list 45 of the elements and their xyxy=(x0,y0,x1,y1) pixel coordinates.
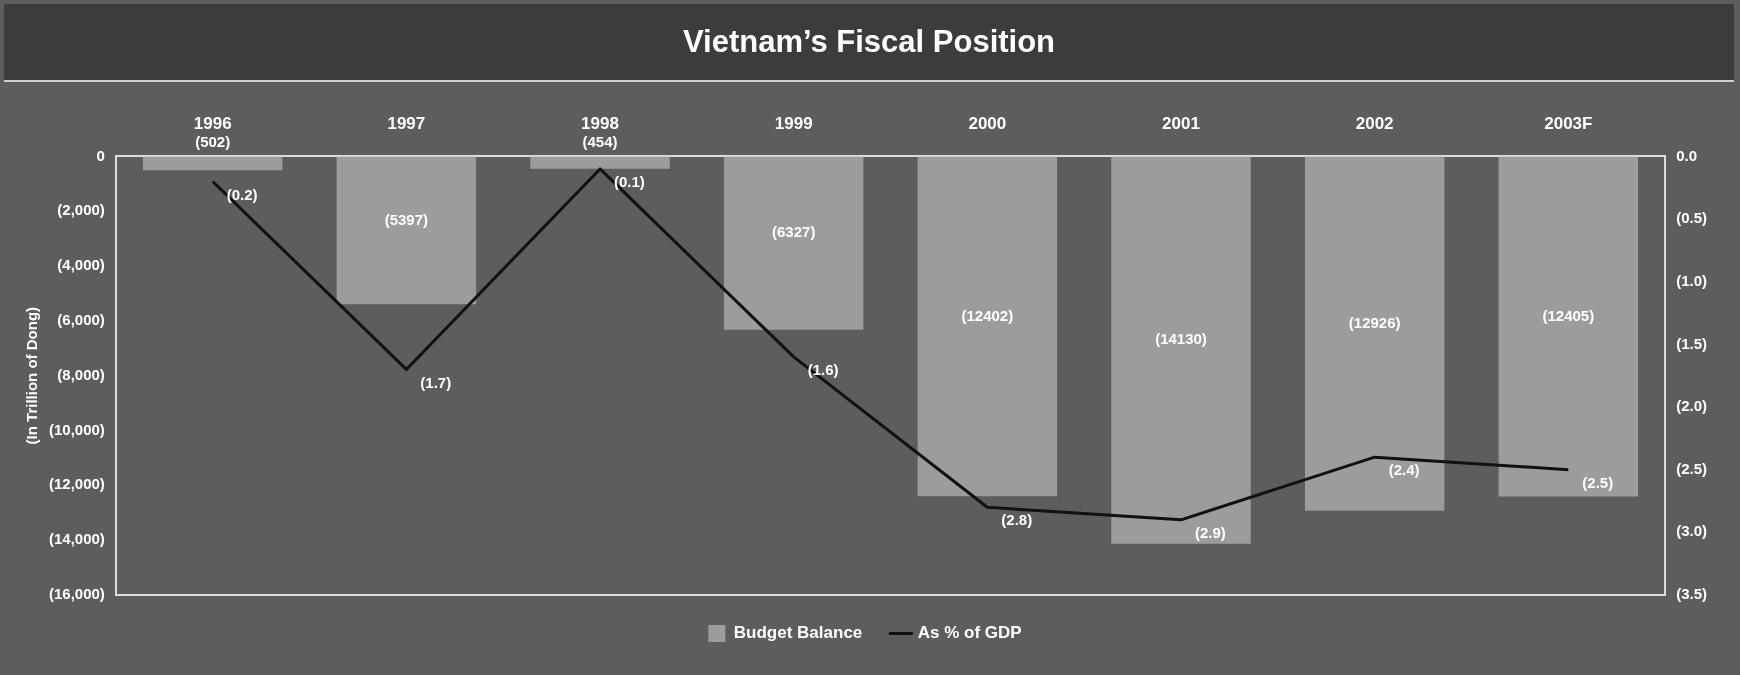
y-tick-label: (14,000) xyxy=(48,530,105,548)
x-tick-label: 2003F xyxy=(1544,113,1593,133)
data-label: (502) xyxy=(195,132,231,150)
data-label: (2.8) xyxy=(1001,511,1033,529)
y-tick-label: (12,000) xyxy=(48,475,105,493)
y-tick-label: (8,000) xyxy=(57,365,105,383)
y2-tick-label: (3.5) xyxy=(1676,585,1707,603)
y-tick-label: (2,000) xyxy=(57,201,105,219)
x-tick-label: 1999 xyxy=(774,113,813,133)
x-tick-label: 1998 xyxy=(581,113,619,133)
data-label: (14130) xyxy=(1155,330,1207,348)
y-axis-title: (In Trillion of Dong) xyxy=(23,306,41,445)
y2-tick-label: (3.0) xyxy=(1676,522,1707,540)
legend-label: Budget Balance xyxy=(733,623,863,643)
y2-tick-label: (0.5) xyxy=(1676,209,1707,227)
x-tick-label: 2002 xyxy=(1355,113,1394,133)
y-tick-label: (10,000) xyxy=(48,420,105,438)
data-label: (0.2) xyxy=(226,185,258,203)
x-tick-label: 1997 xyxy=(387,113,426,133)
data-label: (5397) xyxy=(384,210,429,228)
y2-tick-label: (1.5) xyxy=(1676,334,1707,352)
y-tick-label: 0 xyxy=(96,146,105,164)
y-tick-label: (6,000) xyxy=(57,311,105,329)
data-label: (1.6) xyxy=(807,361,839,379)
y-tick-label: (4,000) xyxy=(57,256,105,274)
data-label: (12402) xyxy=(961,306,1014,324)
data-label: (454) xyxy=(582,132,618,150)
x-tick-label: 2001 xyxy=(1162,113,1200,133)
data-label: (2.4) xyxy=(1388,461,1420,479)
data-label: (2.5) xyxy=(1582,473,1614,491)
x-tick-label: 2000 xyxy=(968,113,1007,133)
legend-label: As % of GDP xyxy=(917,623,1022,643)
x-tick-label: 1996 xyxy=(193,113,232,133)
y2-tick-label: 0.0 xyxy=(1676,146,1698,164)
data-label: (1.7) xyxy=(420,373,452,391)
data-label: (12926) xyxy=(1348,313,1401,331)
y-tick-label: (16,000) xyxy=(48,585,105,603)
data-label: (6327) xyxy=(772,223,816,241)
y2-tick-label: (2.0) xyxy=(1676,397,1707,415)
data-label: (12405) xyxy=(1542,306,1595,324)
data-label: (0.1) xyxy=(614,173,645,191)
y2-tick-label: (2.5) xyxy=(1676,459,1707,477)
data-label: (2.9) xyxy=(1195,523,1226,541)
chart-title: Vietnam’s Fiscal Position xyxy=(4,4,1734,82)
y2-tick-label: (1.0) xyxy=(1676,271,1707,289)
